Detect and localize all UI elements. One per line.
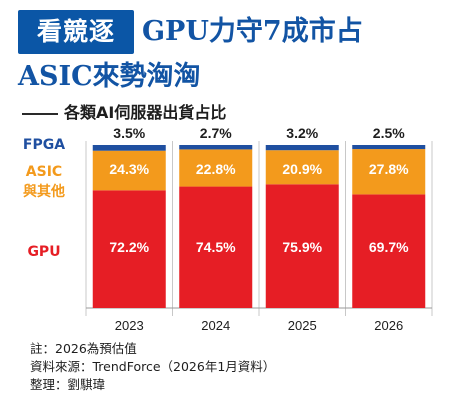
headline-line-1: GPU力守7成市占	[142, 16, 363, 47]
data-label-fpga-2023: 3.5%	[113, 125, 145, 141]
bar-asic與其他-2023	[92, 150, 166, 191]
data-label-gpu-2023: 72.2%	[109, 239, 149, 255]
bar-gpu-2025	[265, 184, 339, 308]
bar-gpu-2023	[92, 190, 166, 308]
bar-asic與其他-2024	[179, 149, 253, 187]
legend-label-gpu-0: GPU	[27, 244, 60, 260]
legend-label-fpga-0: FPGA	[23, 137, 65, 153]
section-badge: 看競逐	[18, 10, 134, 54]
legend-label-asic與其他-1: 與其他	[23, 183, 65, 200]
x-tick-label-2024: 2024	[201, 318, 230, 333]
x-tick-label-2026: 2026	[374, 318, 403, 333]
data-label-gpu-2024: 74.5%	[196, 239, 236, 255]
bar-asic與其他-2026	[352, 149, 426, 195]
data-label-fpga-2026: 2.5%	[373, 125, 405, 141]
data-label-gpu-2026: 69.7%	[369, 239, 409, 255]
source-note: 資料來源：TrendForce（2026年1月資料）	[30, 359, 276, 374]
footnote: 註：2026為預估值	[30, 341, 137, 356]
editor-note: 整理：劉騏瑋	[30, 377, 106, 392]
data-label-fpga-2025: 3.2%	[286, 125, 318, 141]
bar-gpu-2026	[352, 194, 426, 308]
bar-fpga-2026	[352, 145, 426, 150]
bar-fpga-2025	[265, 145, 339, 151]
legend-label-asic與其他-0: ASIC	[26, 164, 62, 180]
data-label-asic與其他-2024: 22.8%	[196, 161, 236, 177]
data-label-asic與其他-2025: 20.9%	[282, 161, 322, 177]
data-label-fpga-2024: 2.7%	[200, 125, 232, 141]
chart-subtitle: 各類AI伺服器出貨占比	[64, 103, 227, 122]
bar-gpu-2024	[179, 186, 253, 308]
bar-fpga-2023	[92, 145, 166, 151]
data-label-asic與其他-2026: 27.8%	[369, 161, 409, 177]
bar-asic與其他-2025	[265, 150, 339, 185]
headline-line-2: ASIC來勢洶洶	[18, 61, 201, 92]
x-tick-label-2025: 2025	[288, 318, 317, 333]
subtitle-dash	[22, 113, 58, 115]
data-label-asic與其他-2023: 24.3%	[109, 161, 149, 177]
stacked-bar-chart: 72.2% 74.5% 75.9% 69.7% 24.3% 22.8% 20.9% 27.8%…	[23, 125, 433, 333]
data-label-gpu-2025: 75.9%	[282, 239, 322, 255]
bar-fpga-2024	[179, 145, 253, 150]
x-tick-label-2023: 2023	[115, 318, 144, 333]
